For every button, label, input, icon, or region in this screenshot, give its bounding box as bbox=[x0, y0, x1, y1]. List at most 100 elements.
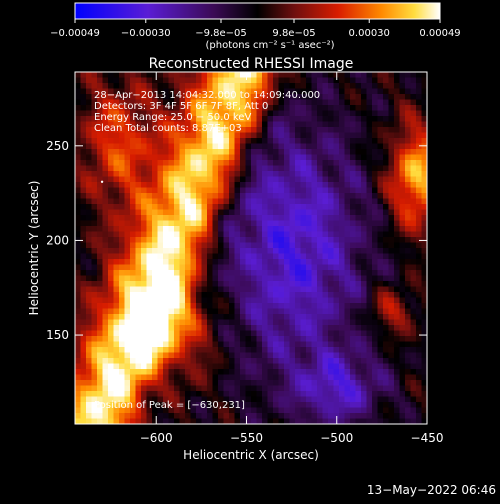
heatmap-cell bbox=[383, 352, 390, 359]
heatmap-cell bbox=[86, 270, 93, 277]
heatmap-cell bbox=[366, 138, 373, 145]
heatmap-cell bbox=[366, 402, 373, 409]
heatmap-cell bbox=[240, 308, 247, 315]
heatmap-cell bbox=[278, 374, 285, 381]
heatmap-cell bbox=[113, 281, 120, 288]
heatmap-cell bbox=[339, 193, 346, 200]
heatmap-cell bbox=[196, 275, 203, 282]
heatmap-cell bbox=[388, 418, 395, 424]
heatmap-cell bbox=[251, 182, 258, 189]
heatmap-cell bbox=[333, 407, 340, 414]
heatmap-cell bbox=[86, 160, 93, 167]
heatmap-cell bbox=[344, 336, 351, 343]
heatmap-cell bbox=[416, 270, 423, 277]
heatmap-cell bbox=[421, 259, 427, 266]
heatmap-cell bbox=[218, 380, 225, 387]
heatmap-cell bbox=[86, 363, 93, 370]
heatmap-cell bbox=[295, 314, 302, 321]
heatmap-cell bbox=[174, 215, 181, 222]
heatmap-cell bbox=[80, 325, 87, 332]
heatmap-cell bbox=[97, 105, 104, 112]
heatmap-cell bbox=[97, 209, 104, 216]
heatmap-cell bbox=[179, 303, 186, 310]
heatmap-cell bbox=[350, 374, 357, 381]
heatmap-cell bbox=[361, 198, 368, 205]
heatmap-cell bbox=[256, 352, 263, 359]
heatmap-cell bbox=[350, 358, 357, 365]
heatmap-cell bbox=[394, 336, 401, 343]
heatmap-cell bbox=[256, 259, 263, 266]
heatmap-cell bbox=[372, 363, 379, 370]
heatmap-cell bbox=[75, 226, 82, 233]
heatmap-cell bbox=[273, 231, 280, 238]
heatmap-cell bbox=[366, 198, 373, 205]
heatmap-cell bbox=[262, 385, 269, 392]
heatmap-cell bbox=[196, 94, 203, 101]
heatmap-cell bbox=[124, 242, 131, 249]
heatmap-cell bbox=[372, 286, 379, 293]
heatmap-cell bbox=[152, 127, 159, 134]
heatmap-cell bbox=[179, 325, 186, 332]
heatmap-cell bbox=[251, 187, 258, 194]
heatmap-cell bbox=[262, 369, 269, 376]
heatmap-cell bbox=[80, 215, 87, 222]
heatmap-cell bbox=[339, 303, 346, 310]
heatmap-cell bbox=[163, 407, 170, 414]
heatmap-cell bbox=[416, 391, 423, 398]
heatmap-cell bbox=[86, 165, 93, 172]
heatmap-cell bbox=[91, 303, 98, 310]
heatmap-cell bbox=[179, 176, 186, 183]
heatmap-cell bbox=[135, 209, 142, 216]
heatmap-cell bbox=[201, 259, 208, 266]
heatmap-cell bbox=[229, 77, 236, 84]
heatmap-cell bbox=[240, 407, 247, 414]
heatmap-cell bbox=[361, 193, 368, 200]
heatmap-cell bbox=[113, 176, 120, 183]
heatmap-cell bbox=[322, 94, 329, 101]
heatmap-cell bbox=[306, 237, 313, 244]
heatmap-cell bbox=[262, 209, 269, 216]
heatmap-cell bbox=[108, 336, 115, 343]
heatmap-cell bbox=[80, 94, 87, 101]
heatmap-cell bbox=[361, 143, 368, 150]
heatmap-cell bbox=[289, 171, 296, 178]
heatmap-cell bbox=[229, 204, 236, 211]
heatmap-cell bbox=[394, 198, 401, 205]
heatmap-cell bbox=[240, 380, 247, 387]
heatmap-cell bbox=[366, 204, 373, 211]
heatmap-cell bbox=[102, 325, 109, 332]
heatmap-cell bbox=[234, 336, 241, 343]
heatmap-cell bbox=[251, 138, 258, 145]
heatmap-cell bbox=[300, 319, 307, 326]
heatmap-cell bbox=[75, 292, 82, 299]
heatmap-cell bbox=[262, 198, 269, 205]
heatmap-cell bbox=[80, 132, 87, 139]
heatmap-cell bbox=[108, 88, 115, 95]
heatmap-cell bbox=[372, 215, 379, 222]
heatmap-cell bbox=[207, 193, 214, 200]
heatmap-cell bbox=[97, 303, 104, 310]
heatmap-cell bbox=[141, 105, 148, 112]
heatmap-cell bbox=[388, 275, 395, 282]
heatmap-cell bbox=[108, 402, 115, 409]
heatmap-cell bbox=[97, 72, 104, 79]
heatmap-cell bbox=[278, 121, 285, 128]
heatmap-cell bbox=[344, 160, 351, 167]
heatmap-cell bbox=[410, 330, 417, 337]
heatmap-cell bbox=[141, 132, 148, 139]
heatmap-cell bbox=[141, 363, 148, 370]
heatmap-cell bbox=[289, 391, 296, 398]
heatmap-cell bbox=[152, 77, 159, 84]
heatmap-cell bbox=[157, 336, 164, 343]
heatmap-cell bbox=[256, 165, 263, 172]
heatmap-cell bbox=[75, 83, 82, 90]
heatmap-cell bbox=[102, 182, 109, 189]
heatmap-cell bbox=[86, 314, 93, 321]
heatmap-cell bbox=[119, 116, 126, 123]
heatmap-cell bbox=[190, 380, 197, 387]
heatmap-cell bbox=[135, 380, 142, 387]
heatmap-cell bbox=[322, 209, 329, 216]
heatmap-cell bbox=[410, 88, 417, 95]
heatmap-cell bbox=[207, 237, 214, 244]
heatmap-cell bbox=[86, 292, 93, 299]
